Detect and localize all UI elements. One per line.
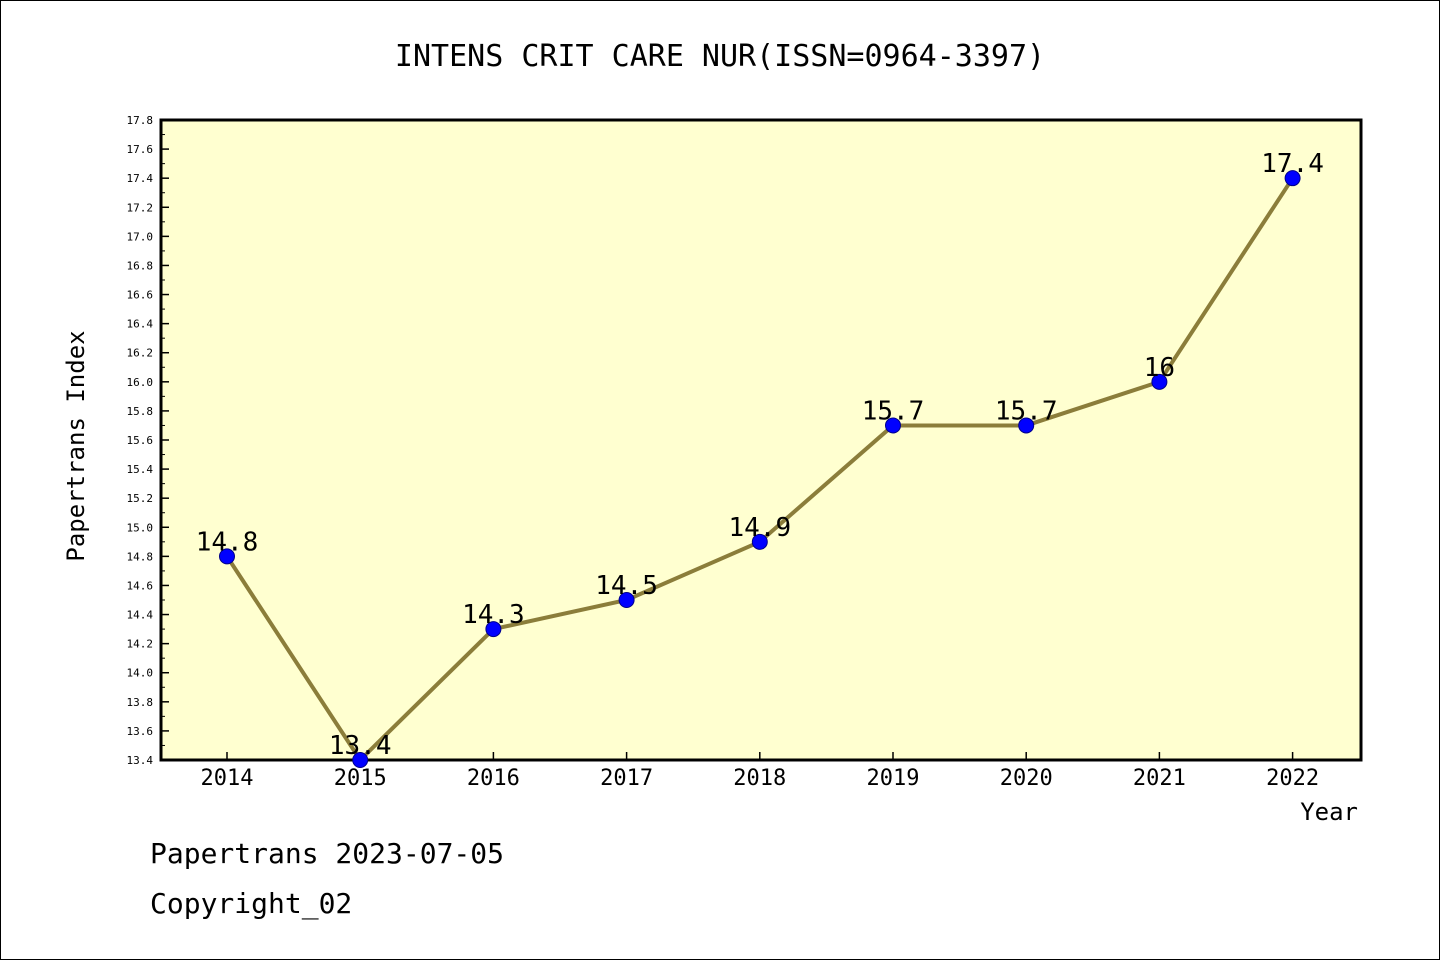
data-point: [1018, 417, 1035, 434]
y-tick-label: 15.2: [127, 492, 154, 505]
y-tick-label: 13.8: [127, 696, 154, 709]
data-point: [1284, 170, 1301, 187]
data-label: 16: [1144, 353, 1175, 383]
footer-date: Papertrans 2023-07-05: [150, 837, 504, 870]
x-tick-label: 2017: [600, 766, 653, 791]
chart-title: INTENS CRIT CARE NUR(ISSN=0964-3397): [395, 39, 1045, 74]
data-label: 14.9: [728, 513, 791, 543]
x-tick-label: 2020: [1000, 766, 1053, 791]
data-label: 14.8: [196, 527, 259, 557]
y-tick-label: 17.4: [127, 172, 154, 185]
x-tick-label: 2021: [1133, 766, 1186, 791]
series-markers: [219, 170, 1301, 768]
data-label: 14.5: [595, 571, 658, 601]
y-tick-label: 15.8: [127, 405, 154, 418]
data-point: [885, 417, 901, 434]
data-point: [219, 548, 235, 565]
y-tick-label: 14.0: [127, 667, 154, 680]
x-tick-label: 2018: [733, 766, 786, 791]
data-point: [1151, 373, 1168, 390]
data-labels: 14.8 13.4 14.3 14.5 14.9 15.7 15.7 16 17.4: [196, 149, 1324, 761]
y-tick-label: 14.2: [127, 638, 154, 651]
y-tick-label: 14.4: [127, 609, 154, 622]
y-tick-label: 14.6: [127, 579, 154, 592]
x-tick-label: 2015: [334, 766, 387, 791]
data-point: [751, 533, 768, 550]
x-tick-label: 2016: [467, 766, 520, 791]
x-tick-label: 2019: [867, 766, 920, 791]
y-axis: 13.4 13.6 13.8 14.0 14.2 14.4 14.6 14.8 15.0 15.2…: [127, 114, 169, 767]
y-axis-title: Papertrans Index: [62, 330, 90, 561]
y-tick-label: 17.6: [127, 143, 154, 156]
data-point: [352, 752, 369, 768]
y-tick-label: 16.6: [127, 289, 154, 302]
y-tick-label: 14.8: [127, 550, 154, 563]
y-tick-label: 17.2: [127, 201, 154, 214]
plot-area: [159, 118, 1363, 762]
y-tick-label: 17.0: [127, 230, 154, 243]
data-point: [618, 592, 635, 608]
data-label: 15.7: [862, 396, 925, 426]
x-tick-label: 2014: [201, 766, 254, 791]
y-tick-label: 17.8: [127, 114, 154, 127]
y-tick-label: 16.8: [127, 259, 154, 272]
y-tick-label: 16.0: [127, 376, 154, 389]
data-label: 14.3: [462, 600, 525, 630]
data-label: 13.4: [329, 731, 392, 761]
footer-copyright: Copyright_02: [150, 887, 352, 921]
data-label: 15.7: [995, 396, 1058, 426]
data-label: 17.4: [1261, 149, 1324, 179]
y-tick-label: 13.6: [127, 725, 154, 738]
y-tick-label: 16.2: [127, 347, 154, 360]
y-tick-label: 15.4: [127, 463, 154, 476]
x-tick-label: 2022: [1266, 766, 1319, 791]
y-tick-label: 13.4: [127, 754, 154, 767]
y-tick-label: 16.4: [127, 318, 154, 331]
y-tick-label: 15.6: [127, 434, 154, 447]
data-point: [485, 621, 502, 638]
x-axis: 2014 2015 2016 2017 2018 2019 2020 2021 2022: [201, 752, 1319, 791]
y-tick-label: 15.0: [127, 521, 154, 534]
x-axis-title: Year: [1300, 798, 1358, 826]
